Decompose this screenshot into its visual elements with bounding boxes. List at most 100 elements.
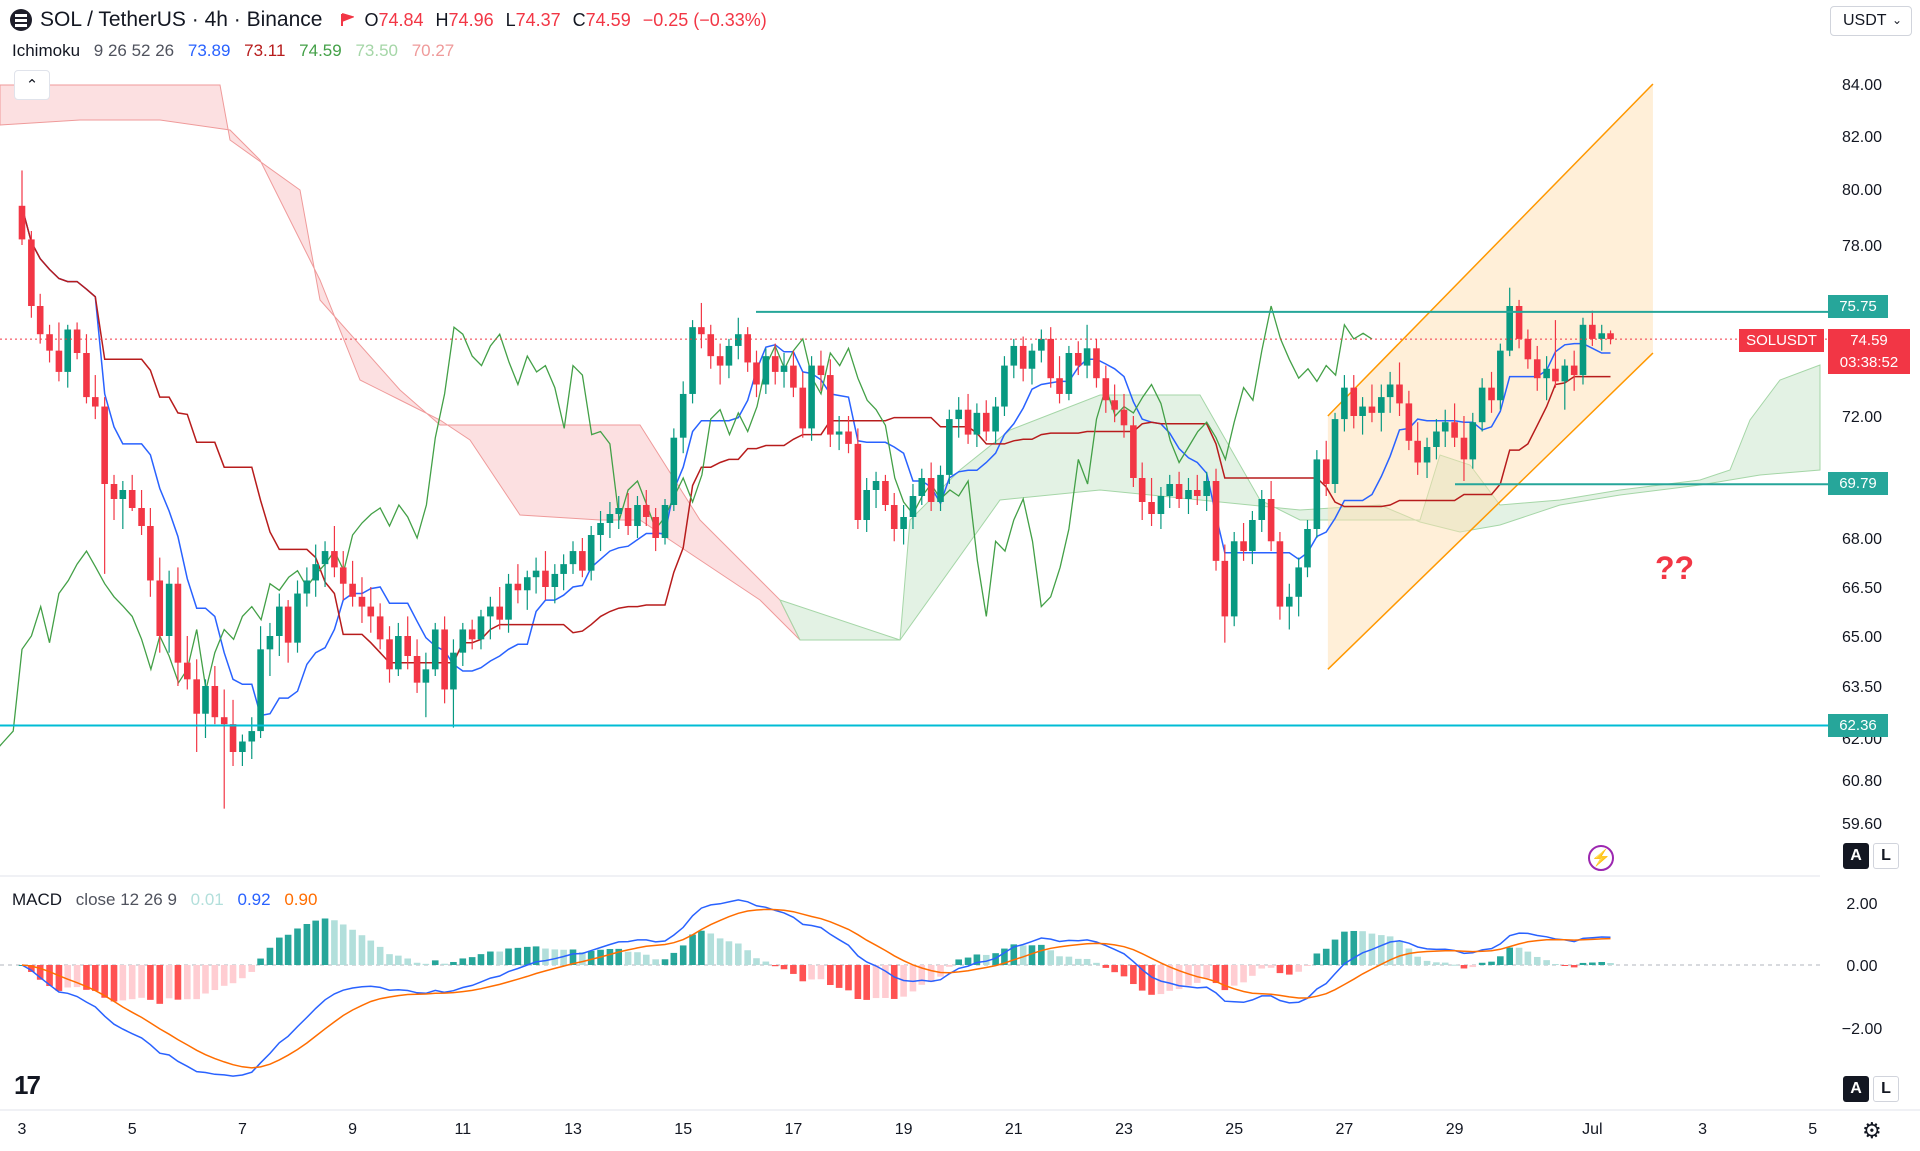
candle-body [735, 334, 742, 346]
macd-histogram-bar [1267, 965, 1275, 968]
settings-gear-icon[interactable]: ⚙ [1862, 1118, 1882, 1143]
auto-scale-button[interactable]: A [1843, 843, 1869, 869]
candle-body [248, 731, 256, 742]
macd-histogram-bar [193, 965, 200, 1000]
macd-histogram-bar [1405, 948, 1413, 965]
candle-body [1286, 596, 1293, 607]
candle-body [303, 580, 311, 594]
currency-selector[interactable]: USDT ⌄ [1830, 6, 1912, 36]
macd-histogram-bar [1193, 965, 1201, 983]
candle-body [1065, 353, 1073, 394]
macd-histogram-bar [174, 965, 182, 1000]
macd-histogram-bar [771, 965, 779, 967]
macd-log-scale-button[interactable]: L [1873, 1076, 1899, 1102]
macd-histogram-bar [670, 952, 678, 965]
candle-body [707, 334, 715, 357]
macd-histogram-bar [1304, 965, 1311, 966]
time-axis-label: 11 [454, 1121, 471, 1138]
macd-histogram-bar [1423, 960, 1431, 965]
candle-body [349, 583, 356, 597]
macd-histogram-bar [220, 965, 228, 986]
macd-histogram-bar [202, 965, 209, 994]
candle-body [624, 508, 632, 526]
candle-body [808, 365, 815, 429]
candle-body [1515, 306, 1523, 339]
macd-histogram-bar [982, 954, 990, 965]
log-scale-button[interactable]: L [1873, 843, 1899, 869]
candle-body [1506, 306, 1513, 351]
macd-histogram-bar [1065, 956, 1073, 965]
candle-body [1405, 403, 1413, 441]
macd-histogram-bar [642, 954, 650, 965]
candle-body [1331, 419, 1339, 484]
candle-body [817, 365, 825, 376]
candle-body [1120, 409, 1128, 426]
candle-body [1295, 567, 1302, 597]
time-axis-label: 5 [128, 1121, 137, 1138]
ichimoku-legend[interactable]: Ichimoku 9 26 52 26 73.89 73.11 74.59 73… [12, 41, 463, 61]
macd-histogram-bar [725, 941, 733, 965]
candle-body [725, 345, 733, 366]
candle-body [689, 327, 696, 394]
ichimoku-spanA-value: 73.50 [355, 41, 398, 60]
collapse-legend-button[interactable]: ⌃ [14, 70, 50, 100]
candle-body [1570, 365, 1578, 376]
macd-histogram-bar [735, 943, 742, 965]
macd-histogram-bar [634, 952, 641, 965]
macd-histogram-bar [266, 947, 274, 965]
macd-histogram-bar [1533, 956, 1541, 965]
candle-body [890, 505, 898, 529]
candle-body [1019, 345, 1027, 369]
macd-histogram-bar [496, 951, 504, 965]
macd-legend[interactable]: MACD close 12 26 9 0.01 0.92 0.90 [12, 890, 326, 910]
macd-histogram-bar [1130, 965, 1137, 985]
candle-body [128, 490, 136, 508]
macd-auto-scale-button[interactable]: A [1843, 1076, 1869, 1102]
price-axis-label: 65.00 [1842, 629, 1882, 646]
macd-histogram-bar [551, 949, 559, 965]
macd-histogram-bar [1102, 965, 1110, 968]
macd-histogram-bar [239, 965, 246, 979]
macd-histogram-bar [1047, 950, 1055, 965]
macd-histogram-bar [1295, 965, 1302, 972]
macd-histogram-bar [1010, 944, 1018, 965]
currency-label: USDT [1843, 12, 1887, 29]
market-flag-icon [341, 13, 355, 26]
macd-histogram-bar [560, 949, 567, 965]
ohlc-open: O74.84 [364, 9, 424, 30]
macd-histogram-bar [1038, 944, 1045, 965]
support-level-badge-2: 62.36 [1828, 714, 1888, 737]
candle-body [1433, 431, 1440, 447]
ohlc-low: L74.37 [505, 9, 561, 30]
symbol-title[interactable]: SOL / TetherUS · 4h · Binance [40, 8, 323, 31]
macd-histogram-bar [946, 965, 953, 967]
flash-icon[interactable]: ⚡ [1588, 845, 1614, 871]
macd-histogram-bar [367, 940, 375, 965]
price-axis-label: 68.00 [1842, 531, 1882, 548]
candle-body [73, 329, 81, 353]
candle-body [1579, 324, 1587, 376]
candle-body [1488, 387, 1495, 401]
candle-body [422, 669, 430, 683]
candle-body [1552, 368, 1559, 382]
macd-histogram-bar [1286, 965, 1293, 975]
macd-histogram-bar [606, 948, 614, 965]
candle-body [174, 583, 182, 663]
macd-histogram-bar [1276, 965, 1284, 974]
candle-body [1598, 333, 1606, 339]
macd-histogram-bar [973, 954, 981, 965]
macd-histogram-bar [211, 965, 219, 991]
candle-body [1111, 400, 1118, 410]
candle-body [1093, 348, 1100, 379]
candle-body [202, 686, 209, 714]
candle-body [579, 551, 586, 571]
candle-body [799, 387, 807, 429]
candle-body [1185, 490, 1192, 499]
time-axis-label: 13 [564, 1121, 582, 1138]
candle-body [1607, 333, 1614, 340]
ohlc-high: H74.96 [435, 9, 494, 30]
candle-body [28, 239, 35, 306]
macd-histogram-bar [441, 963, 448, 965]
ichimoku-params: 9 26 52 26 [93, 41, 175, 60]
